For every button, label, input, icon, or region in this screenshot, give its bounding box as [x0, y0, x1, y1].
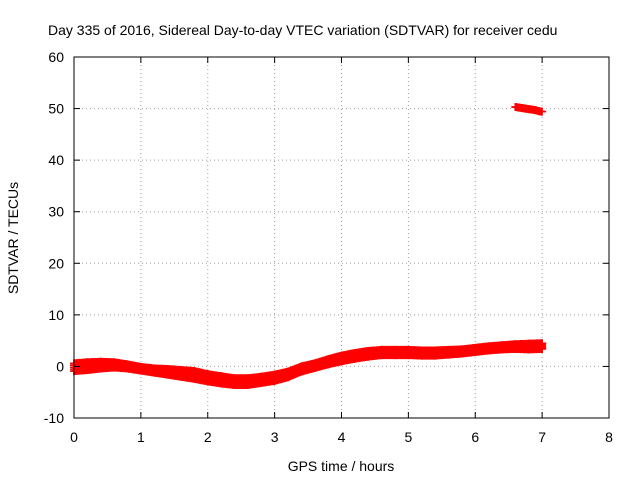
- chart-title: Day 335 of 2016, Sidereal Day-to-day VTE…: [48, 22, 557, 38]
- y-tick-label: 60: [48, 49, 64, 65]
- data-points: [70, 103, 547, 389]
- y-tick-label: -10: [44, 410, 64, 426]
- y-tick-label: 50: [48, 101, 64, 117]
- x-tick-label: 8: [605, 429, 613, 445]
- x-tick-label: 5: [404, 429, 412, 445]
- x-tick-label: 6: [471, 429, 479, 445]
- y-tick-label: 10: [48, 307, 64, 323]
- x-tick-label: 2: [204, 429, 212, 445]
- band-point: [538, 339, 547, 348]
- segment-point: [537, 107, 546, 116]
- x-tick-label: 0: [70, 429, 78, 445]
- y-tick-label: 30: [48, 204, 64, 220]
- y-tick-label: 0: [56, 358, 64, 374]
- x-tick-label: 1: [137, 429, 145, 445]
- x-tick-label: 3: [271, 429, 279, 445]
- y-tick-label: 40: [48, 152, 64, 168]
- x-axis-label: GPS time / hours: [288, 458, 395, 474]
- y-tick-label: 20: [48, 255, 64, 271]
- axis-ticks: 0 1 2 3 4 5 6 7 8 -10 0 10 20 30 40 50 60: [44, 49, 613, 445]
- y-axis-label: SDTVAR / TECUs: [5, 182, 21, 294]
- grid-lines: [74, 57, 609, 418]
- x-tick-label: 7: [538, 429, 546, 445]
- x-tick-label: 4: [338, 429, 346, 445]
